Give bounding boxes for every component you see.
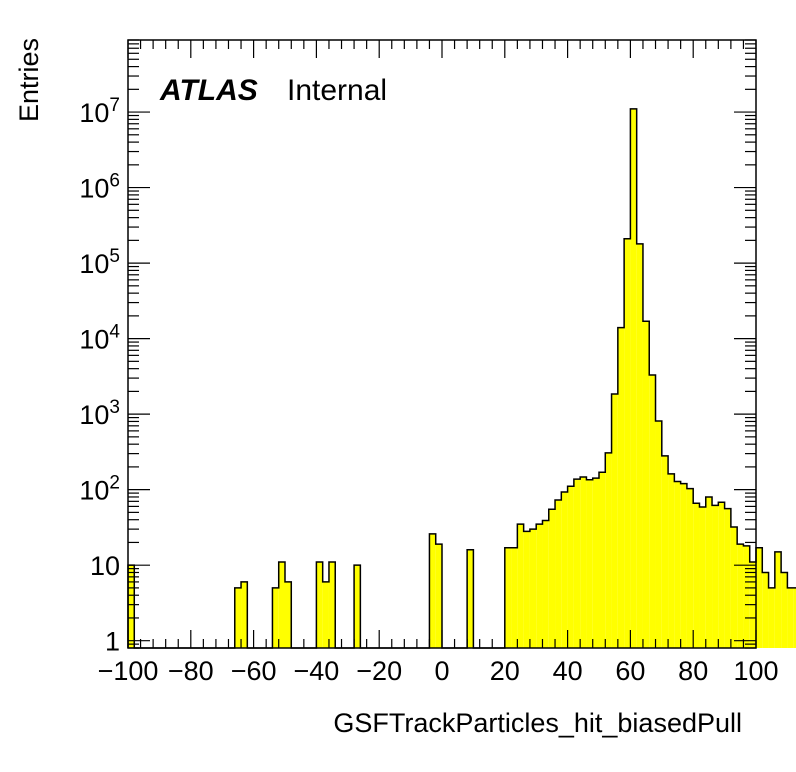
histogram-bin	[328, 562, 336, 648]
histogram-bin	[705, 496, 713, 648]
histogram-bin	[680, 483, 687, 648]
histogram-bars	[128, 108, 796, 649]
histogram-bin	[517, 524, 524, 648]
x-tick-label: 80	[678, 656, 708, 686]
histogram-bin	[504, 547, 512, 648]
histogram-bin	[668, 473, 675, 648]
y-tick-label: 102	[79, 473, 120, 506]
histogram-bin	[542, 520, 549, 648]
x-tick-labels: −100 −80 −60 −40 −20 0 20 40 60 80 100	[98, 656, 779, 686]
histogram-bin	[762, 572, 769, 648]
histogram-bin	[316, 562, 323, 648]
histogram-bin	[548, 509, 556, 648]
x-tick-label: −40	[293, 656, 339, 686]
histogram-bin	[536, 524, 543, 648]
histogram-bin	[718, 502, 725, 648]
y-tick-label: 10	[90, 551, 120, 581]
x-tick-label: −60	[231, 656, 277, 686]
histogram-bin	[561, 492, 568, 648]
x-tick-label: 40	[553, 656, 583, 686]
histogram-bin	[429, 533, 436, 648]
x-tick-label: −20	[356, 656, 402, 686]
x-tick-label: 0	[434, 656, 449, 686]
histogram-bin	[467, 549, 474, 648]
histogram-bin	[272, 587, 279, 648]
histogram-bin	[756, 547, 763, 648]
histogram-bin	[278, 562, 285, 648]
y-tick-label: 1	[105, 627, 120, 657]
histogram-bin	[599, 472, 606, 648]
histogram-bin	[712, 505, 719, 648]
histogram-bin	[774, 551, 782, 648]
histogram-bin	[642, 321, 650, 648]
histogram-bin	[655, 421, 662, 648]
histogram-bin	[693, 503, 700, 648]
histogram-bin	[285, 581, 292, 648]
axis-ticks	[127, 39, 757, 649]
histogram-bin	[523, 531, 530, 648]
y-tick-label: 103	[79, 397, 120, 430]
histogram-bin	[234, 587, 242, 648]
histogram-bin	[241, 581, 248, 648]
y-tick-label: 104	[79, 322, 120, 355]
x-tick-label: 60	[615, 656, 645, 686]
histogram-bin	[435, 544, 442, 648]
histogram-bin	[649, 374, 656, 648]
histogram-bin	[743, 545, 750, 648]
histogram-bin	[354, 565, 361, 648]
histogram-bin	[322, 581, 329, 648]
histogram-bin	[781, 572, 788, 648]
histogram-bin	[624, 238, 631, 648]
y-axis-title: Entries	[14, 38, 44, 122]
histogram-bin	[611, 393, 618, 648]
histogram-bin	[605, 452, 612, 648]
histogram-bin	[567, 486, 574, 648]
histogram-bin	[686, 488, 694, 648]
histogram-bin	[661, 455, 669, 648]
x-axis-title: GSFTrackParticles_hit_biasedPull	[333, 708, 742, 738]
y-tick-label: 105	[79, 246, 120, 279]
histogram-bin	[592, 478, 599, 648]
histogram-bin	[128, 565, 135, 648]
histogram-bin	[586, 479, 593, 648]
x-tick-label: −80	[168, 656, 214, 686]
histogram-bin	[674, 481, 681, 648]
histogram-bin	[787, 587, 794, 648]
histogram-bin	[636, 243, 643, 649]
atlas-label: ATLAS	[159, 74, 258, 107]
x-tick-label: 100	[733, 656, 778, 686]
histogram-bin	[768, 587, 775, 648]
internal-label: Internal	[287, 74, 387, 107]
histogram-bin	[511, 547, 518, 648]
histogram-bin	[699, 506, 706, 648]
histogram-bin	[730, 527, 738, 648]
histogram-bin	[617, 327, 625, 648]
y-tick-label: 107	[79, 95, 120, 128]
histogram-bin	[529, 529, 537, 648]
histogram-bin	[737, 544, 744, 648]
y-tick-labels: 1 10 102 103 104 105 106 107	[79, 95, 120, 657]
histogram-bin	[573, 479, 581, 648]
histogram-bin	[630, 108, 637, 649]
y-tick-label: 106	[79, 171, 120, 204]
histogram-bin	[724, 508, 731, 648]
x-tick-label: 20	[490, 656, 520, 686]
histogram-bin	[793, 587, 796, 648]
histogram-bin	[580, 477, 587, 648]
x-tick-label: −100	[98, 656, 159, 686]
histogram-bin	[555, 499, 562, 648]
